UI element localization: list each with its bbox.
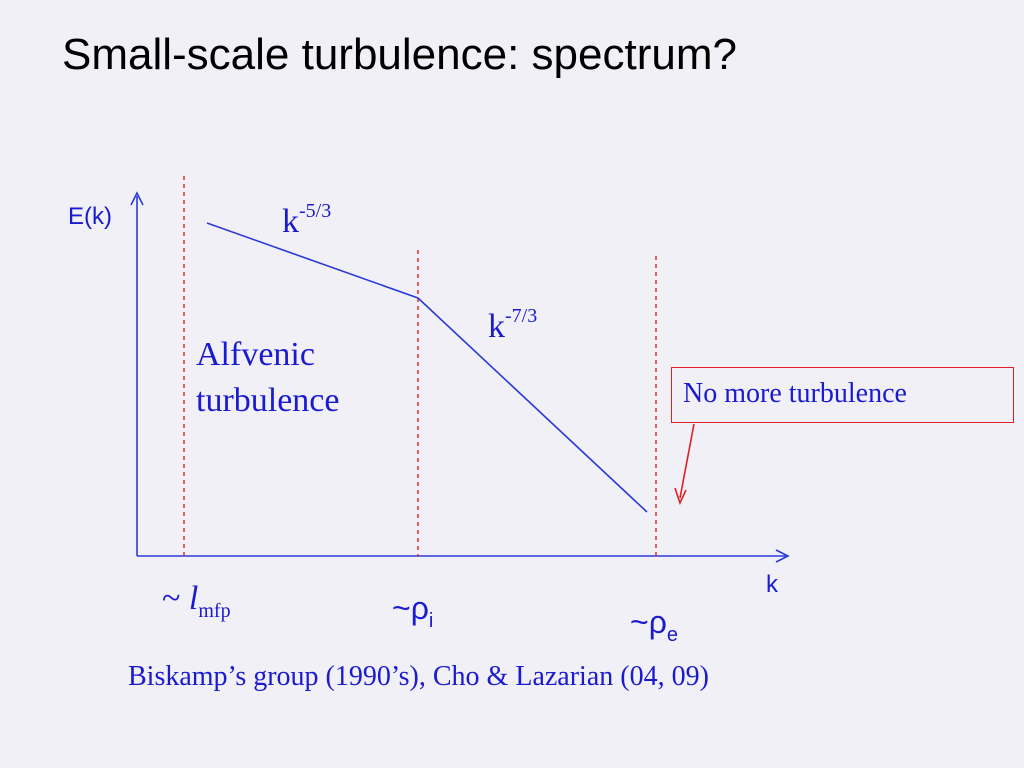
spectrum-segment-1 — [206, 222, 419, 299]
x-axis-label: k — [766, 571, 778, 598]
tick-prefix: ~ρ — [630, 604, 667, 640]
tick-subscript: i — [428, 610, 434, 632]
slope-exponent: -5/3 — [299, 200, 332, 222]
tick-prefix: ~ — [162, 580, 189, 617]
slide-title: Small-scale turbulence: spectrum? — [62, 30, 737, 79]
callout-box: No more turbulence — [671, 367, 1014, 423]
callout-arrowhead — [674, 487, 687, 506]
tick-label-mfp: ~ lmfp — [162, 580, 231, 623]
spectrum-segment-2 — [417, 297, 648, 513]
slope-label-inertial: k-5/3 — [282, 200, 331, 241]
callout-arrow — [679, 423, 695, 499]
slope-exponent: -7/3 — [505, 305, 538, 327]
y-axis-label: E(k) — [68, 203, 112, 230]
slope-base: k — [282, 203, 299, 240]
region-label-line1: Alfvenic — [196, 336, 315, 373]
region-label-line2: turbulence — [196, 382, 340, 419]
tick-subscript: mfp — [198, 600, 231, 622]
x-axis-arrowhead — [775, 549, 790, 563]
tick-subscript: e — [666, 624, 679, 646]
callout-text: No more turbulence — [683, 378, 907, 409]
slope-label-dispersive: k-7/3 — [488, 305, 537, 346]
references: Biskamp’s group (1990’s), Cho & Lazarian… — [128, 661, 709, 692]
tick-symbol: l — [188, 580, 199, 617]
slope-base: k — [488, 308, 505, 345]
tick-label-rho-i: ~ρi — [392, 590, 433, 633]
y-axis-arrowhead — [130, 191, 144, 206]
tick-prefix: ~ρ — [392, 590, 429, 626]
region-label: Alfvenic turbulence — [196, 332, 340, 424]
tick-label-rho-e: ~ρe — [630, 604, 678, 647]
